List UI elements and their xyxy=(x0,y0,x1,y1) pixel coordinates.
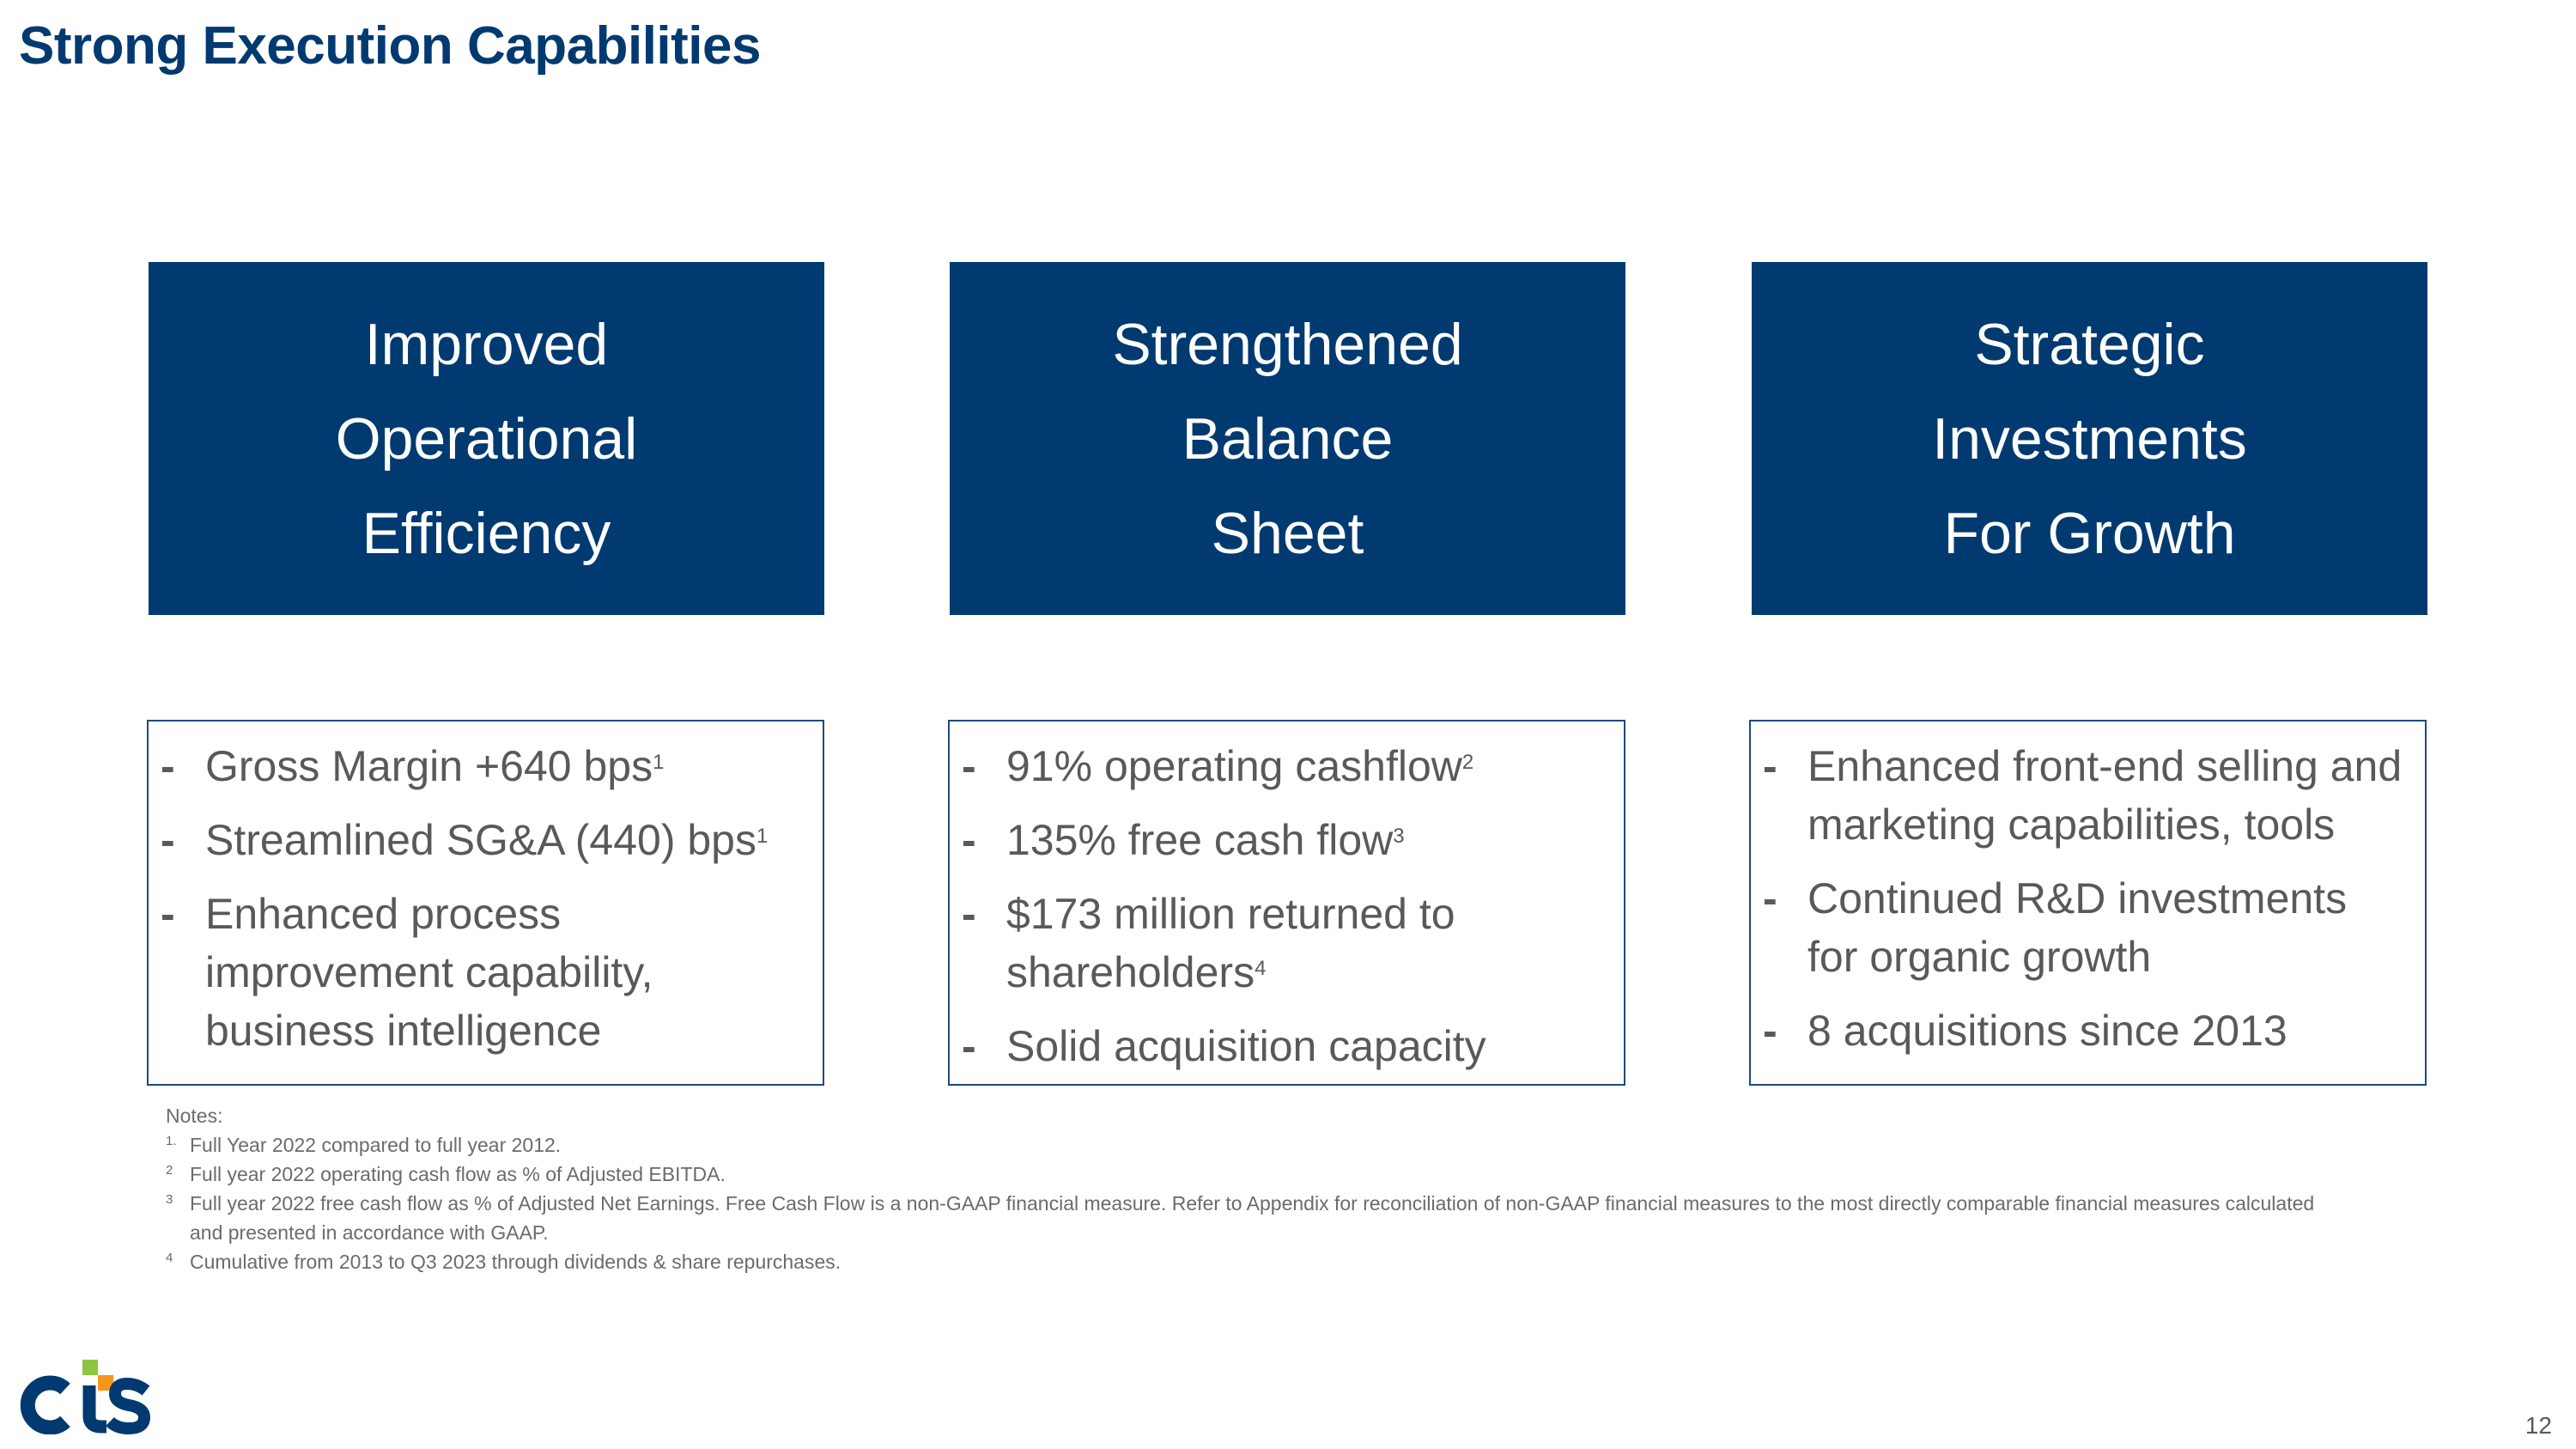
footnote-ref: 2 xyxy=(1461,751,1474,774)
footnote-item: 2 Full year 2022 operating cash flow as %… xyxy=(166,1160,2381,1189)
notes-label: Notes: xyxy=(166,1105,223,1127)
footnote-ref: 1 xyxy=(653,751,665,774)
bullet-list: - Gross Margin +640 bps1 - Streamlined SG&… xyxy=(161,737,805,1060)
bullet-item: - Streamlined SG&A (440) bps1 xyxy=(161,811,805,869)
pillar-heading-line: Efficiency xyxy=(361,500,611,566)
dash-bullet-icon: - xyxy=(161,890,175,938)
pillar-details-operational-efficiency: - Gross Margin +640 bps1 - Streamlined SG&… xyxy=(147,720,824,1086)
footnote-number: 4 xyxy=(166,1251,173,1265)
footnote-number: 3 xyxy=(166,1192,173,1207)
footnote-item: 3 Full year 2022 free cash flow as % of A… xyxy=(166,1189,2381,1247)
page-number: 12 xyxy=(2524,1412,2552,1439)
footnote-number: 1. xyxy=(166,1134,177,1148)
footnote-item: 1. Full Year 2022 compared to full year 2… xyxy=(166,1130,2381,1160)
pillar-heading-line: Improved xyxy=(364,311,609,377)
dash-bullet-icon: - xyxy=(962,816,976,864)
footnotes: Notes: 1. Full Year 2022 compared to full… xyxy=(166,1101,2381,1276)
cts-logo-icon xyxy=(17,1353,155,1435)
footnote-number: 2 xyxy=(166,1163,173,1178)
dash-bullet-icon: - xyxy=(962,890,976,938)
dash-bullet-icon: - xyxy=(1763,742,1777,790)
dash-bullet-icon: - xyxy=(962,1022,976,1070)
pillar-details-balance-sheet: -91% operating cashflow2 -135% free cash… xyxy=(948,720,1625,1086)
pillar-heading-line: For Growth xyxy=(1943,500,2236,566)
pillar-heading-line: Sheet xyxy=(1211,500,1364,566)
bullet-item: -135% free cash flow3 xyxy=(962,811,1607,869)
bullet-item: -91% operating cashflow2 xyxy=(962,737,1607,795)
bullet-item: - Solid acquisition capacity xyxy=(962,1017,1607,1075)
bullet-list: -91% operating cashflow2 -135% free cash… xyxy=(962,737,1607,1075)
pillar-heading-line: Investments xyxy=(1932,405,2247,472)
slide-title: Strong Execution Capabilities xyxy=(19,16,761,76)
pillar-header-balance-sheet: Strengthened Balance Sheet xyxy=(950,262,1625,615)
bullet-item: - Gross Margin +640 bps1 xyxy=(161,737,805,795)
pillar-header-strategic-investments: Strategic Investments For Growth xyxy=(1752,262,2427,615)
bullet-list: - Enhanced front-end selling and marketin… xyxy=(1763,737,2408,1060)
pillar-heading-line: Strategic xyxy=(1974,311,2205,377)
pillar-heading-line: Balance xyxy=(1182,405,1394,472)
footnote-item: 4 Cumulative from 2013 to Q3 2023 through… xyxy=(166,1247,2381,1276)
dash-bullet-icon: - xyxy=(962,742,976,790)
pillar-heading-line: Strengthened xyxy=(1112,311,1463,377)
dash-bullet-icon: - xyxy=(161,816,175,864)
footnote-ref: 1 xyxy=(756,825,769,848)
bullet-item: - $173 million returned to shareholders4 xyxy=(962,885,1607,1002)
footnote-ref: 4 xyxy=(1255,957,1267,980)
dash-bullet-icon: - xyxy=(1763,1007,1777,1055)
pillar-details-strategic-investments: - Enhanced front-end selling and marketin… xyxy=(1749,720,2427,1086)
pillar-header-operational-efficiency: Improved Operational Efficiency xyxy=(149,262,824,615)
bullet-item: - Enhanced front-end selling and marketin… xyxy=(1763,737,2408,854)
footnote-ref: 3 xyxy=(1393,825,1405,848)
dash-bullet-icon: - xyxy=(1763,874,1777,922)
bullet-item: - Enhanced process improvement capability… xyxy=(161,885,805,1060)
dash-bullet-icon: - xyxy=(161,742,175,790)
pillar-heading-line: Operational xyxy=(335,405,638,472)
bullet-item: -8 acquisitions since 2013 xyxy=(1763,1002,2408,1060)
bullet-item: - Continued R&D investments for organic g… xyxy=(1763,869,2408,986)
